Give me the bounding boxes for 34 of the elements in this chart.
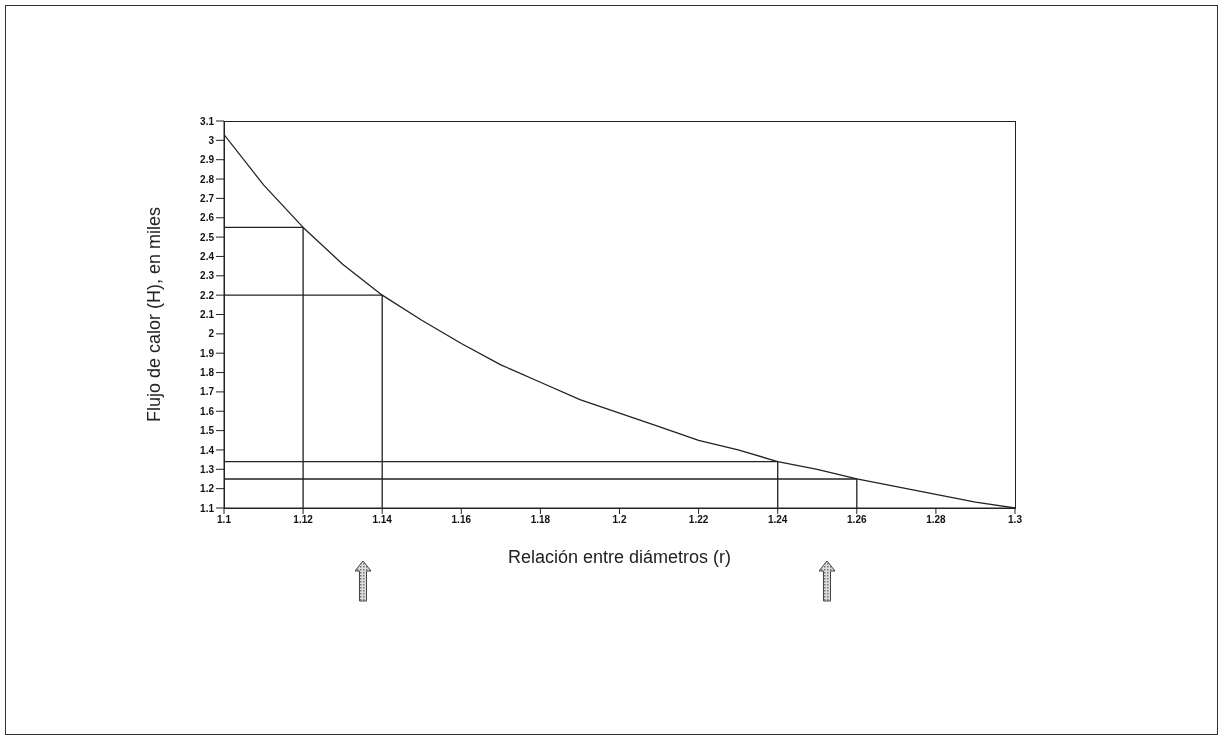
y-tick-label: 1.1 <box>200 502 215 514</box>
x-tick-label: 1.26 <box>847 514 867 526</box>
y-tick-label: 1.7 <box>200 386 215 398</box>
x-tick-label: 1.3 <box>1008 514 1023 526</box>
x-tick-label: 1.16 <box>451 514 472 526</box>
x-tick-label: 1.1 <box>217 514 232 526</box>
y-tick-label: 1.8 <box>200 367 215 379</box>
y-tick-label: 2.2 <box>200 289 215 301</box>
y-axis-title: Flujo de calor (H), en miles <box>144 206 165 423</box>
x-tick-label: 1.22 <box>688 514 709 526</box>
y-tick-label: 1.2 <box>200 483 215 495</box>
y-tick-label: 1.5 <box>200 425 215 437</box>
x-tick-label: 1.28 <box>926 514 947 526</box>
y-tick-label: 2.4 <box>200 251 215 262</box>
y-tick-label: 1.6 <box>200 405 215 417</box>
x-tick-label: 1.2 <box>612 514 627 526</box>
x-tick-label: 1.24 <box>767 514 788 526</box>
x-tick-label: 1.18 <box>530 514 551 526</box>
y-tick-label: 1.3 <box>200 463 215 475</box>
y-tick-label: 1.9 <box>200 347 215 359</box>
y-tick-label: 3 <box>208 134 215 146</box>
y-tick-label: 2 <box>208 328 215 340</box>
y-tick-label: 2.5 <box>200 231 215 243</box>
y-tick-label: 1.4 <box>200 444 215 456</box>
x-axis-title: Relación entre diámetros (r) <box>507 547 732 567</box>
y-tick-label: 2.6 <box>200 212 215 224</box>
y-tick-label: 2.1 <box>200 309 215 321</box>
x-tick-label: 1.14 <box>372 514 393 526</box>
y-tick-label: 2.8 <box>200 173 215 185</box>
y-tick-label: 2.7 <box>200 192 215 204</box>
y-tick-label: 2.9 <box>200 154 215 166</box>
y-tick-label: 2.3 <box>200 270 215 282</box>
x-tick-label: 1.12 <box>293 514 314 526</box>
y-tick-label: 3.1 <box>200 115 215 127</box>
